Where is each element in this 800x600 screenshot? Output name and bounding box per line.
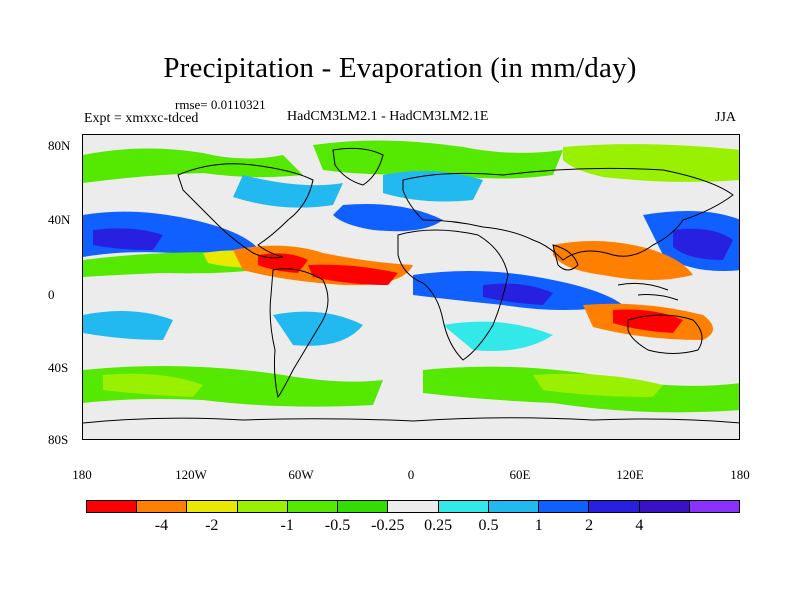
colorbar-cell <box>438 501 489 512</box>
coast-north-america <box>177 163 314 259</box>
lon-tick: 60W <box>288 467 314 482</box>
colorbar-cell <box>488 501 540 512</box>
contour-blob <box>533 373 663 397</box>
contour-blob <box>483 283 553 305</box>
contour-blob <box>333 204 443 232</box>
lat-tick: 0 <box>48 287 55 302</box>
lat-tick: 80S <box>48 432 69 447</box>
coast-africa <box>397 229 509 361</box>
coast-south-america <box>269 268 329 399</box>
colorbar-label: 0.25 <box>424 517 453 534</box>
colorbar-label: 0.5 <box>478 517 499 534</box>
contour-blob <box>83 311 173 340</box>
colorbar-cell <box>137 501 188 512</box>
colorbar-label: 1 <box>534 517 543 534</box>
coast-maritime <box>617 282 679 301</box>
contour-blob <box>233 175 343 208</box>
lat-tick: 80N <box>48 138 71 153</box>
lat-tick: 40S <box>48 360 69 375</box>
lon-tick: 120E <box>616 467 644 482</box>
colorbar <box>86 500 740 513</box>
coast-greenland <box>332 147 384 186</box>
precip-evap-map <box>83 140 739 424</box>
lon-tick: 60E <box>509 467 531 482</box>
colorbar-cell <box>187 501 238 512</box>
experiment-label: Expt = xmxxc-tdced <box>84 111 199 126</box>
colorbar-cell <box>87 501 138 512</box>
coast-europe-asia <box>402 167 734 261</box>
contour-blob <box>313 140 563 179</box>
colorbar-label: 2 <box>585 517 594 534</box>
contour-fields <box>83 140 739 413</box>
lon-tick: 120W <box>175 467 207 482</box>
coast-australia <box>627 314 703 354</box>
plot-title: Precipitation - Evaporation (in mm/day) <box>163 52 637 84</box>
colorbar-cell <box>689 501 740 512</box>
colorbar-label: -0.25 <box>371 517 405 534</box>
contour-blob <box>673 228 733 260</box>
colorbar-cell <box>589 501 640 512</box>
coast-antarctica <box>83 417 739 424</box>
contour-blob <box>443 321 553 351</box>
rmse-label: rmse= 0.0110321 <box>175 97 266 112</box>
season-label: JJA <box>715 110 737 125</box>
colorbar-label: -4 <box>154 517 169 534</box>
lon-tick: 180 <box>72 467 92 482</box>
lat-tick: 40N <box>48 212 71 227</box>
coast-india <box>552 244 579 271</box>
colorbar-cell <box>639 501 690 512</box>
colorbar-label: -2 <box>205 517 219 534</box>
lon-tick: 0 <box>407 467 415 482</box>
models-label: HadCM3LM2.1 - HadCM3LM2.1E <box>287 109 489 124</box>
contour-blob <box>308 264 398 285</box>
colorbar-label: -0.5 <box>324 517 351 534</box>
map-panel <box>82 134 740 440</box>
colorbar-cell <box>388 501 439 512</box>
colorbar-label: 4 <box>635 517 644 534</box>
colorbar-cell <box>338 501 389 512</box>
coastlines <box>83 147 739 424</box>
colorbar-cell <box>287 501 339 512</box>
contour-blob <box>83 148 303 183</box>
contour-blob <box>93 228 163 250</box>
colorbar-cell <box>539 501 590 512</box>
contour-blob <box>563 144 739 182</box>
colorbar-label: -1 <box>280 517 294 534</box>
colorbar-cell <box>237 501 288 512</box>
lon-tick: 180 <box>730 467 750 482</box>
contour-blob <box>103 373 203 397</box>
